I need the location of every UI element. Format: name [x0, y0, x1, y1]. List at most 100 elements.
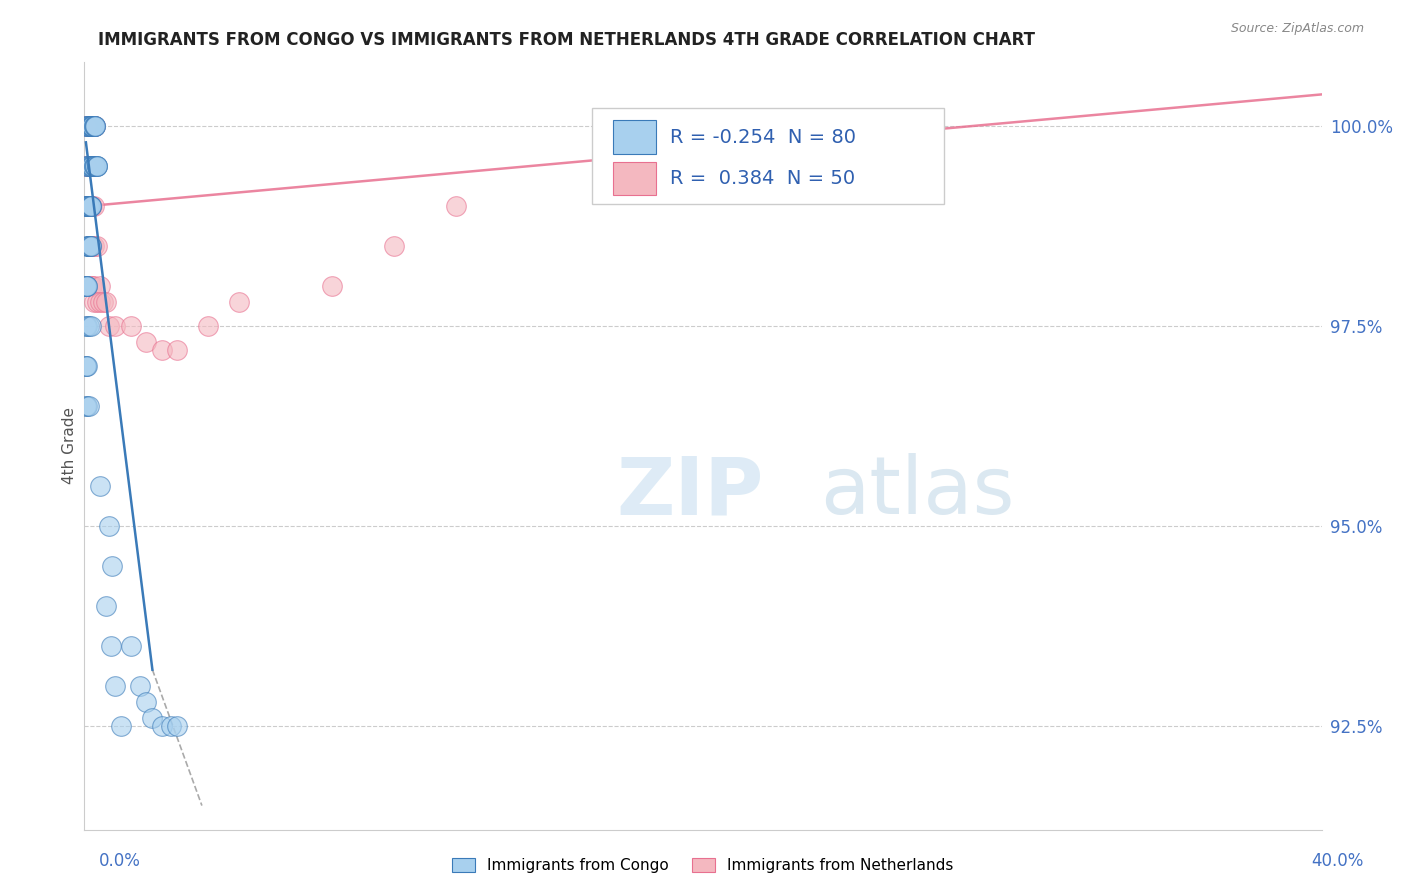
- Point: [77, 159, 100, 173]
- Point: [86, 159, 108, 173]
- Point: [89, 295, 111, 310]
- Point: [101, 558, 124, 573]
- Point: [79, 159, 101, 173]
- Text: 40.0%: 40.0%: [1312, 852, 1364, 870]
- Point: [77, 239, 100, 253]
- Point: [84, 120, 107, 134]
- Point: [76, 319, 98, 334]
- Point: [75, 359, 97, 373]
- Point: [76, 199, 98, 213]
- Text: atlas: atlas: [821, 453, 1015, 531]
- Point: [76, 120, 98, 134]
- Point: [75, 359, 97, 373]
- Point: [83, 199, 105, 213]
- Point: [129, 679, 152, 693]
- Point: [83, 120, 105, 134]
- Y-axis label: 4th Grade: 4th Grade: [62, 408, 77, 484]
- Point: [84, 120, 107, 134]
- Point: [82, 120, 104, 134]
- Point: [76, 159, 98, 173]
- Point: [79, 159, 101, 173]
- Point: [77, 120, 100, 134]
- Point: [79, 120, 101, 134]
- Point: [77, 399, 100, 413]
- Point: [79, 120, 101, 134]
- Point: [82, 159, 104, 173]
- Point: [79, 239, 101, 253]
- Point: [76, 199, 98, 213]
- Point: [141, 711, 163, 725]
- Point: [75, 120, 97, 134]
- Point: [77, 199, 100, 213]
- Point: [444, 199, 467, 213]
- Point: [382, 239, 405, 253]
- Point: [135, 695, 157, 709]
- Point: [79, 199, 101, 213]
- Point: [83, 159, 105, 173]
- Point: [79, 239, 101, 253]
- Point: [84, 159, 107, 173]
- Point: [79, 120, 101, 134]
- Point: [228, 295, 250, 310]
- Text: ZIP: ZIP: [616, 453, 763, 531]
- Point: [75, 199, 97, 213]
- Point: [79, 279, 101, 293]
- Point: [77, 159, 100, 173]
- Point: [79, 199, 101, 213]
- Point: [77, 199, 100, 213]
- Point: [76, 279, 98, 293]
- Point: [76, 199, 98, 213]
- Point: [77, 239, 100, 253]
- Point: [150, 719, 173, 733]
- Point: [86, 159, 108, 173]
- Point: [79, 319, 101, 334]
- Bar: [613, 161, 657, 195]
- Point: [76, 120, 98, 134]
- Point: [94, 599, 117, 613]
- Point: [75, 120, 97, 134]
- Point: [75, 159, 97, 173]
- Point: [89, 279, 111, 293]
- Point: [75, 159, 97, 173]
- Point: [79, 120, 101, 134]
- Point: [77, 239, 100, 253]
- Point: [77, 199, 100, 213]
- Text: IMMIGRANTS FROM CONGO VS IMMIGRANTS FROM NETHERLANDS 4TH GRADE CORRELATION CHART: IMMIGRANTS FROM CONGO VS IMMIGRANTS FROM…: [98, 31, 1035, 49]
- FancyBboxPatch shape: [592, 109, 945, 204]
- Point: [75, 199, 97, 213]
- Point: [94, 295, 117, 310]
- Point: [76, 399, 98, 413]
- Point: [77, 239, 100, 253]
- Point: [82, 199, 104, 213]
- Point: [84, 159, 107, 173]
- Point: [77, 319, 100, 334]
- Point: [84, 120, 107, 134]
- Point: [77, 120, 100, 134]
- Point: [91, 295, 114, 310]
- Point: [110, 719, 132, 733]
- Bar: [613, 120, 657, 154]
- Point: [120, 319, 142, 334]
- Point: [104, 679, 127, 693]
- Point: [79, 199, 101, 213]
- Point: [321, 279, 343, 293]
- Point: [77, 159, 100, 173]
- Text: 0.0%: 0.0%: [98, 852, 141, 870]
- Point: [197, 319, 219, 334]
- Point: [77, 199, 100, 213]
- Point: [89, 479, 111, 493]
- Point: [83, 239, 105, 253]
- Text: R =  0.384  N = 50: R = 0.384 N = 50: [669, 169, 855, 188]
- Point: [75, 399, 97, 413]
- Point: [75, 279, 97, 293]
- Point: [82, 159, 104, 173]
- Point: [77, 199, 100, 213]
- Point: [98, 319, 121, 334]
- Point: [104, 319, 127, 334]
- Point: [82, 279, 104, 293]
- Point: [166, 719, 188, 733]
- Point: [77, 120, 100, 134]
- Point: [84, 120, 107, 134]
- Point: [83, 159, 105, 173]
- Text: R = -0.254  N = 80: R = -0.254 N = 80: [669, 128, 856, 146]
